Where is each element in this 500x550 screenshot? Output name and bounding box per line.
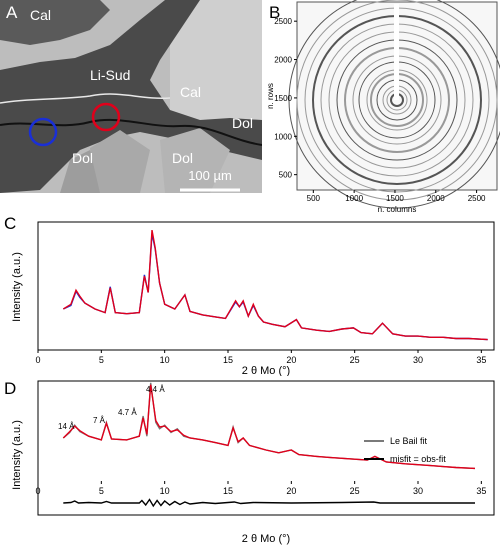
x-tick-label: 30 <box>413 486 423 496</box>
peak-annotation: 4.7 Å <box>118 408 137 417</box>
red-circle-marker <box>91 102 121 132</box>
panel-c: C 0 5 10 15 20 25 30 35 2 θ Mo (°) Intensity (a… <box>0 212 500 377</box>
diffraction-ring <box>296 0 498 201</box>
legend-label: Le Bail fit <box>390 436 428 446</box>
x-tick-label: 2000 <box>427 194 445 203</box>
mineral-label: Li-Sud <box>90 67 130 83</box>
panel-a: 100 µm A Cal Li-Sud Cal Dol Dol Dol <box>0 0 263 193</box>
peak-annotation: 7 Å <box>93 416 106 425</box>
scalebar-label: 100 µm <box>188 168 232 183</box>
series-line <box>62 229 488 341</box>
xrd-chart-c: C 0 5 10 15 20 25 30 35 2 θ Mo (°) Intensity (a… <box>4 214 495 377</box>
legend-label: misfit = obs-fit <box>390 454 446 464</box>
diffraction-image: B 500 1000 1500 2000 2500 500 1000 1500 2000 250… <box>266 0 500 214</box>
y-axis-label: Intensity (a.u.) <box>11 252 23 322</box>
x-tick-label: 30 <box>413 355 423 365</box>
x-axis-label: 2 θ Mo (°) <box>242 365 290 376</box>
x-axis-label: n. columns <box>378 205 417 214</box>
diffraction-ring <box>288 0 500 209</box>
series-line <box>63 233 488 341</box>
series-line <box>62 384 476 470</box>
x-tick-label: 0 <box>35 486 40 496</box>
y-tick-label: 2000 <box>274 56 292 65</box>
mineral-label: Cal <box>180 84 201 100</box>
x-tick-label: 35 <box>476 486 486 496</box>
panel-b: B 500 1000 1500 2000 2500 500 1000 1500 2000 250… <box>263 0 500 215</box>
x-tick-label: 5 <box>99 355 104 365</box>
mineral-label: Cal <box>30 7 51 23</box>
series-line <box>63 498 475 508</box>
x-tick-label: 5 <box>99 486 104 496</box>
y-axis-label: n. rows <box>266 83 275 109</box>
y-tick-label: 1000 <box>274 132 292 141</box>
x-tick-label: 1000 <box>345 194 363 203</box>
peak-annotation: 14 Å <box>58 422 75 431</box>
sem-image: 100 µm A Cal Li-Sud Cal Dol Dol Dol <box>0 0 263 193</box>
panel-d: D 0 5 10 15 20 25 30 35 14 Å 7 Å 4.7 Å 4.4 Å Le… <box>0 377 500 545</box>
panel-letter: D <box>4 379 16 398</box>
x-axis-label: 2 θ Mo (°) <box>242 533 290 545</box>
panel-letter: C <box>4 214 16 233</box>
peak-annotation: 4.4 Å <box>146 385 165 394</box>
y-tick-label: 500 <box>279 171 293 180</box>
x-tick-label: 20 <box>286 486 296 496</box>
x-tick-label: 20 <box>286 355 296 365</box>
mineral-label: Dol <box>172 150 193 166</box>
x-tick-label: 25 <box>350 355 360 365</box>
x-tick-label: 2500 <box>468 194 486 203</box>
x-tick-label: 1500 <box>386 194 404 203</box>
mineral-label: Dol <box>232 115 253 131</box>
x-tick-label: 15 <box>223 355 233 365</box>
blue-circle-marker <box>28 117 58 147</box>
x-tick-label: 10 <box>160 486 170 496</box>
x-tick-label: 25 <box>350 486 360 496</box>
y-tick-label: 2500 <box>274 17 292 26</box>
x-tick-label: 500 <box>307 194 321 203</box>
x-tick-label: 15 <box>223 486 233 496</box>
xrd-chart-d: D 0 5 10 15 20 25 30 35 14 Å 7 Å 4.7 Å 4.4 Å Le… <box>4 379 495 545</box>
panel-letter: A <box>6 3 18 22</box>
panel-letter: B <box>269 3 280 22</box>
x-tick-label: 0 <box>35 355 40 365</box>
x-tick-label: 10 <box>160 355 170 365</box>
y-tick-label: 1500 <box>274 94 292 103</box>
x-tick-label: 35 <box>476 355 486 365</box>
mineral-label: Dol <box>72 150 93 166</box>
y-axis-label: Intensity (a.u.) <box>11 420 23 490</box>
